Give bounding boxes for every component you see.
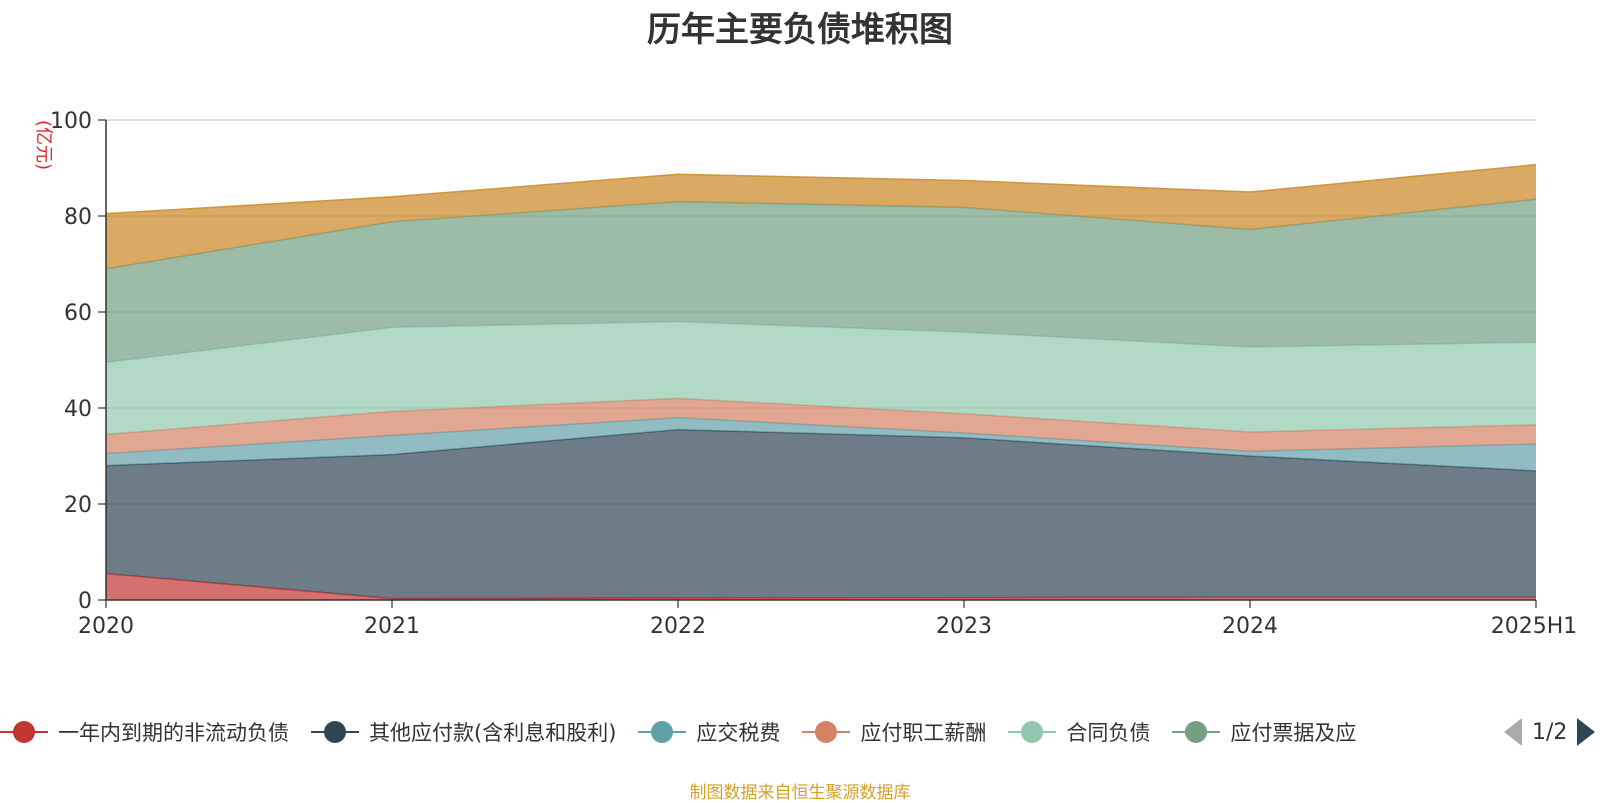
legend-marker-icon — [311, 719, 359, 745]
x-tick-label: 2025H1 — [1491, 614, 1578, 639]
area-series-5[interactable] — [106, 199, 1536, 363]
y-tick-label: 40 — [64, 397, 92, 422]
legend-item-3[interactable]: 应付职工薪酬 — [802, 717, 986, 747]
legend-marker-icon — [1172, 719, 1221, 745]
legend-item-0[interactable]: 一年内到期的非流动负债 — [0, 717, 289, 747]
area-series-1[interactable] — [106, 429, 1536, 599]
legend: 一年内到期的非流动负债 其他应付款(含利息和股利) 应交税费 应付职工薪酬 合同负债 应付… — [0, 712, 1500, 752]
area-series-6[interactable] — [106, 164, 1536, 269]
legend-page-indicator: 1/2 — [1532, 719, 1568, 745]
x-tick-label: 2023 — [936, 614, 992, 639]
legend-marker-icon — [0, 719, 48, 745]
y-tick-label: 60 — [64, 301, 92, 326]
legend-pager: 1/2 — [1500, 714, 1600, 750]
legend-label: 其他应付款(含利息和股利) — [369, 721, 617, 745]
legend-label: 应交税费 — [696, 721, 781, 745]
axes: 0 20 40 60 80 100 2020 2021 2022 2023 2024 2025H1 — [50, 109, 1577, 639]
area-series-6-line — [105, 163, 1537, 215]
legend-marker-icon — [1008, 719, 1057, 745]
legend-label: 应付职工薪酬 — [860, 721, 987, 745]
legend-item-4[interactable]: 合同负债 — [1008, 717, 1150, 747]
x-tick-label: 2022 — [650, 614, 706, 639]
x-tick-label: 2024 — [1222, 614, 1278, 639]
y-tick-label: 20 — [64, 493, 92, 518]
y-tick-label: 100 — [50, 109, 92, 134]
legend-label: 应付票据及应 — [1230, 721, 1357, 745]
area-series-3[interactable] — [106, 398, 1536, 454]
x-tick-label: 2020 — [78, 614, 134, 639]
legend-marker-icon — [802, 719, 851, 745]
y-tick-label: 0 — [78, 589, 92, 614]
legend-item-2[interactable]: 应交税费 — [638, 717, 780, 747]
legend-marker-icon — [638, 719, 687, 745]
area-series-4[interactable] — [106, 321, 1536, 435]
x-tick-label: 2021 — [364, 614, 420, 639]
legend-item-1[interactable]: 其他应付款(含利息和股利) — [311, 717, 616, 747]
source-note: 制图数据来自恒生聚源数据库 — [689, 783, 911, 803]
legend-next-icon[interactable] — [1577, 718, 1596, 746]
y-axis-label: (亿元) — [33, 120, 54, 170]
legend-prev-icon[interactable] — [1504, 718, 1522, 746]
legend-label: 一年内到期的非流动负债 — [58, 721, 289, 745]
legend-label: 合同负债 — [1066, 721, 1151, 745]
legend-item-5[interactable]: 应付票据及应 — [1172, 717, 1356, 747]
stacked-areas — [105, 163, 1537, 600]
chart-title: 历年主要负债堆积图 — [647, 10, 953, 50]
y-tick-label: 80 — [64, 205, 92, 230]
